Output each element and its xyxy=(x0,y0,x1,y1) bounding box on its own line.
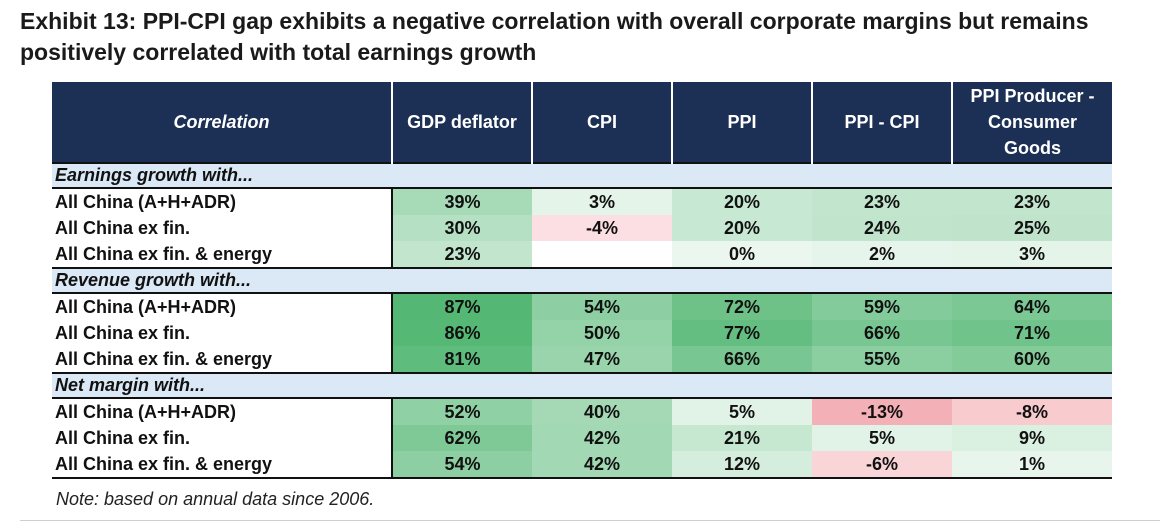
correlation-cell: -4% xyxy=(532,215,672,241)
correlation-cell: 72% xyxy=(672,293,812,320)
correlation-cell: 54% xyxy=(532,293,672,320)
correlation-cell: 24% xyxy=(812,215,952,241)
row-label: All China ex fin. xyxy=(52,425,393,451)
correlation-cell: 2% xyxy=(812,241,952,269)
column-header: PPI - CPI xyxy=(811,82,952,163)
correlation-cell: 23% xyxy=(952,188,1112,215)
divider xyxy=(20,520,1160,521)
correlation-cell: 77% xyxy=(672,320,812,346)
table-row: All China ex fin. & energy 81% 47% 66% 55% 60… xyxy=(52,346,1112,374)
correlation-cell: 21% xyxy=(672,425,812,451)
correlation-cell: -8% xyxy=(952,398,1112,425)
footnote: Note: based on annual data since 2006. xyxy=(56,489,375,509)
correlation-cell: 42% xyxy=(532,451,672,479)
section-row: Revenue growth with... xyxy=(52,267,1112,294)
correlation-cell: -6% xyxy=(812,451,952,479)
row-label: All China (A+H+ADR) xyxy=(52,293,393,320)
row-label: All China ex fin. xyxy=(52,215,393,241)
table-row: All China ex fin. 86% 50% 77% 66% 71% xyxy=(52,320,1112,346)
table-row: All China (A+H+ADR) 39% 3% 20% 23% 23% xyxy=(52,188,1112,215)
correlation-cell: -13% xyxy=(812,398,952,425)
correlation-cell: 66% xyxy=(812,320,952,346)
correlation-cell: 86% xyxy=(392,320,532,346)
row-label: All China ex fin. & energy xyxy=(52,241,393,269)
correlation-cell: 9% xyxy=(952,425,1112,451)
correlation-cell: 30% xyxy=(392,215,532,241)
row-label: All China ex fin. & energy xyxy=(52,451,393,479)
table-body: Earnings growth with... All China (A+H+AD… xyxy=(52,162,1112,479)
correlation-cell: 64% xyxy=(952,293,1112,320)
table-row: All China (A+H+ADR) 87% 54% 72% 59% 64% xyxy=(52,293,1112,320)
table-row: All China ex fin. & energy 54% 42% 12% -6% 1% xyxy=(52,451,1112,479)
correlation-cell: 0% xyxy=(672,241,812,269)
correlation-cell: 54% xyxy=(392,451,532,479)
correlation-table: Correlation GDP deflator CPI PPI PPI - C… xyxy=(52,82,1112,479)
column-header: GDP deflator xyxy=(391,82,532,163)
column-header: Correlation xyxy=(52,82,392,163)
column-header: PPI xyxy=(671,82,812,163)
section-title: Earnings growth with... xyxy=(52,162,1112,189)
section-title: Net margin with... xyxy=(52,372,1112,399)
correlation-cell: 47% xyxy=(532,346,672,374)
correlation-cell: 66% xyxy=(672,346,812,374)
table-row: All China ex fin. 30% -4% 20% 24% 25% xyxy=(52,215,1112,241)
section-title: Revenue growth with... xyxy=(52,267,1112,294)
correlation-cell: 23% xyxy=(392,241,532,269)
correlation-cell: 50% xyxy=(532,320,672,346)
table-header-row: Correlation GDP deflator CPI PPI PPI - C… xyxy=(52,82,1112,163)
section-row: Net margin with... xyxy=(52,372,1112,399)
row-label: All China ex fin. xyxy=(52,320,393,346)
section-row: Earnings growth with... xyxy=(52,162,1112,189)
correlation-cell: 20% xyxy=(672,188,812,215)
correlation-cell: 87% xyxy=(392,293,532,320)
correlation-cell: 5% xyxy=(812,425,952,451)
exhibit-title: Exhibit 13: PPI-CPI gap exhibits a negat… xyxy=(20,8,1089,65)
correlation-cell: 1% xyxy=(952,451,1112,479)
correlation-cell: 39% xyxy=(392,188,532,215)
correlation-cell: 20% xyxy=(672,215,812,241)
correlation-cell: 5% xyxy=(672,398,812,425)
row-label: All China (A+H+ADR) xyxy=(52,188,393,215)
table-row: All China ex fin. 62% 42% 21% 5% 9% xyxy=(52,425,1112,451)
correlation-cell xyxy=(532,241,672,269)
row-label: All China (A+H+ADR) xyxy=(52,398,393,425)
correlation-cell: 62% xyxy=(392,425,532,451)
correlation-cell: 3% xyxy=(532,188,672,215)
correlation-cell: 60% xyxy=(952,346,1112,374)
correlation-cell: 71% xyxy=(952,320,1112,346)
correlation-cell: 52% xyxy=(392,398,532,425)
column-header: PPI Producer - Consumer Goods xyxy=(951,82,1112,163)
column-header: CPI xyxy=(531,82,672,163)
table-row: All China (A+H+ADR) 52% 40% 5% -13% -8% xyxy=(52,398,1112,425)
table-row: All China ex fin. & energy 23% 0% 2% 3% xyxy=(52,241,1112,269)
row-label: All China ex fin. & energy xyxy=(52,346,393,374)
correlation-cell: 81% xyxy=(392,346,532,374)
correlation-cell: 55% xyxy=(812,346,952,374)
correlation-cell: 42% xyxy=(532,425,672,451)
correlation-cell: 59% xyxy=(812,293,952,320)
correlation-cell: 3% xyxy=(952,241,1112,269)
correlation-cell: 23% xyxy=(812,188,952,215)
correlation-cell: 12% xyxy=(672,451,812,479)
correlation-cell: 25% xyxy=(952,215,1112,241)
correlation-cell: 40% xyxy=(532,398,672,425)
